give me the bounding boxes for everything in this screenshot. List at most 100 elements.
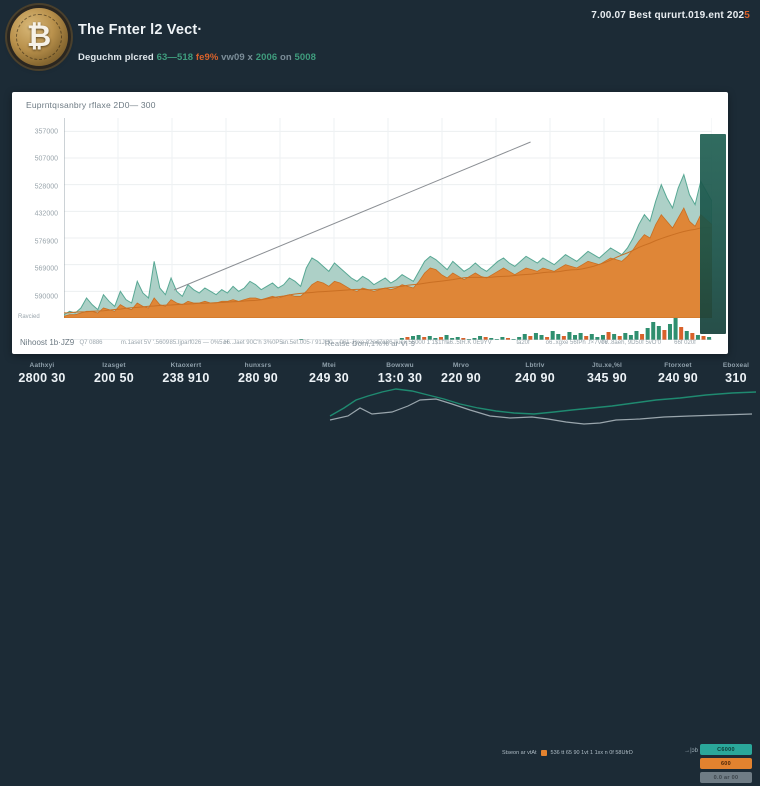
stat-value: 240 90	[657, 371, 699, 385]
stats-row: Aathxyi 2800 30 Izasget 200 50 Ktaoxerrt 238 …	[0, 358, 760, 390]
subtitle-part-2: fe9%	[195, 52, 222, 63]
volume-bar	[628, 335, 633, 340]
volume-bar	[405, 337, 410, 340]
volume-bar	[707, 337, 712, 340]
stat-item[interactable]: Aathxyi 2800 30	[18, 362, 65, 385]
volume-bar	[522, 334, 527, 340]
volume-bar	[466, 339, 471, 340]
stat-item[interactable]: Ftorxoet 240 90	[658, 362, 698, 385]
stat-value: 2800 30	[18, 371, 66, 385]
page-subtitle: Deguchm plcred 63—518 fe9% vw09 x 2006 o…	[78, 52, 316, 63]
volume-bar	[478, 336, 483, 340]
volume-bar	[411, 336, 416, 340]
x-axis-tick: o6..8aeh, 9D50f 5vO'0	[601, 340, 661, 346]
x-axis-label: Reatse Dom,1%% аr VIˈ9	[324, 339, 416, 348]
legend-chip-orange[interactable]: 600	[700, 758, 752, 769]
x-axis-tick: 85.Ijparf026 — 0%5.H	[169, 340, 229, 346]
chart-card[interactable]: Euprпtqısanbry rflaxe 2D0— 300 357000 507…	[12, 92, 728, 354]
volume-bar	[561, 336, 566, 340]
volume-bar	[517, 337, 522, 340]
header-status: 7.00.07 Best qururt.019.ent 2025	[591, 10, 750, 21]
volume-bar	[444, 335, 449, 340]
stat-item[interactable]: Izasget 200 50	[94, 362, 134, 385]
volume-bar	[673, 318, 678, 340]
x-axis-tick: 061-Jpxe 82e47	[339, 340, 383, 346]
volume-bar	[595, 337, 600, 340]
stat-value: 220 90	[440, 371, 482, 385]
x-axis-tick: an.5ef.005·/ 91Jf'f0	[281, 340, 333, 346]
x-axis-tick: o6..Jaet 90C'h 3%0P5	[223, 340, 283, 346]
sparkline-teal	[329, 388, 757, 417]
volume-bar	[505, 338, 511, 340]
volume-bar	[679, 327, 684, 340]
volume-bar	[511, 339, 516, 340]
volume-bar	[573, 335, 578, 340]
y-axis-tick: 357000	[34, 128, 58, 136]
legend-swatch-orange	[540, 750, 547, 756]
stat-value: 310	[725, 371, 747, 385]
x-axis-tick: o6..xgxe 56fPh .f×7Vf'V	[545, 340, 609, 346]
header-status-text: 7.00.07 Best qururt.019.ent 202	[591, 10, 745, 21]
stat-item[interactable]: Eboxeal 310	[723, 362, 749, 385]
volume-bar	[422, 337, 427, 340]
volume-bars-plot[interactable]	[64, 318, 712, 340]
volume-bar	[645, 328, 650, 340]
trend-line	[173, 141, 531, 291]
y-axis: 357000 507000 528000 432000 576900 569000 5900…	[12, 118, 62, 324]
volume-bar	[656, 326, 661, 340]
bitcoin-coin-icon: ₿	[10, 8, 68, 66]
volume-bar	[450, 338, 455, 340]
baseline-line	[64, 227, 712, 314]
mini-legend-suffix: 536 tt 65 90 1vt 1 1xx n 0f 58UfrD	[550, 750, 633, 756]
volume-bar	[528, 336, 533, 340]
subtitle-part-1: 63—518	[156, 52, 196, 63]
bitcoin-dashboard: ₿ The Fnter l2 Vect· Deguchm plcred 63—5…	[0, 8, 760, 783]
volume-bar	[494, 339, 499, 340]
volume-bar	[416, 335, 421, 340]
stat-label: Bowxwu	[386, 362, 414, 369]
x-axis-tick: a86 Ijuex 56000 1’1$1f'h	[382, 340, 448, 346]
volume-bar	[299, 339, 304, 340]
volume-bar	[667, 324, 673, 340]
legend-chip-teal[interactable]: C6000	[700, 744, 752, 755]
x-axis: Q7 0886 m.1aset 5V '.5609 85.Ijparf026 — 0…	[64, 340, 712, 352]
volume-bar	[634, 331, 639, 340]
price-area-plot[interactable]	[64, 118, 712, 318]
stat-label: Lbtrlv	[525, 362, 545, 369]
stat-item[interactable]: Ktaoxerrt 238 910	[162, 362, 209, 385]
volume-bar	[578, 333, 583, 340]
stat-item[interactable]: Jtu.xe,%l 345 90	[587, 362, 627, 385]
stat-item[interactable]: Mrvo 220 90	[441, 362, 481, 385]
highlight-panel	[700, 134, 726, 334]
volume-bar	[545, 337, 550, 340]
x-axis-tick: ta20f	[516, 340, 530, 346]
stat-item[interactable]: Lbtrlv 240 90	[515, 362, 555, 385]
volume-bar	[489, 338, 494, 340]
volume-bar	[701, 336, 706, 340]
stat-value: 238 910	[162, 371, 210, 385]
stat-item[interactable]: Bowxwu 13:0 30	[378, 362, 423, 385]
y-axis-bottom-label: Nihoost 1b·JZ9	[20, 338, 75, 347]
stat-label: Izasget	[102, 362, 126, 369]
x-axis-tick: m.1aset 5V '.5609	[120, 340, 170, 346]
volume-bar	[556, 334, 561, 340]
chip-arrow-icon: →|ɔb	[684, 748, 698, 754]
volume-bar	[433, 338, 438, 340]
header-status-pct: 5	[744, 10, 750, 21]
stat-item[interactable]: Mtei 249 30	[309, 362, 349, 385]
subtitle-part-3: vw09 x	[221, 52, 256, 63]
sparkline-gray	[329, 398, 753, 425]
volume-bar	[651, 322, 656, 340]
stat-label: Jtu.xe,%l	[592, 362, 622, 369]
chart-title: Euprпtqısanbry rflaxe 2D0— 300	[26, 100, 156, 110]
legend-chips[interactable]: C6000 600 0.0 ar 00	[700, 744, 752, 786]
stat-label: hunxsrs	[244, 362, 272, 369]
volume-bar	[533, 333, 538, 340]
volume-bar	[539, 335, 544, 340]
stat-item[interactable]: hunxsrs 280 90	[238, 362, 278, 385]
volume-bar	[690, 333, 695, 340]
subtitle-part-6: 5008	[294, 52, 317, 63]
legend-chip-gray[interactable]: 0.0 ar 00	[700, 772, 752, 783]
volume-bar	[662, 330, 667, 340]
volume-bar	[550, 331, 555, 340]
